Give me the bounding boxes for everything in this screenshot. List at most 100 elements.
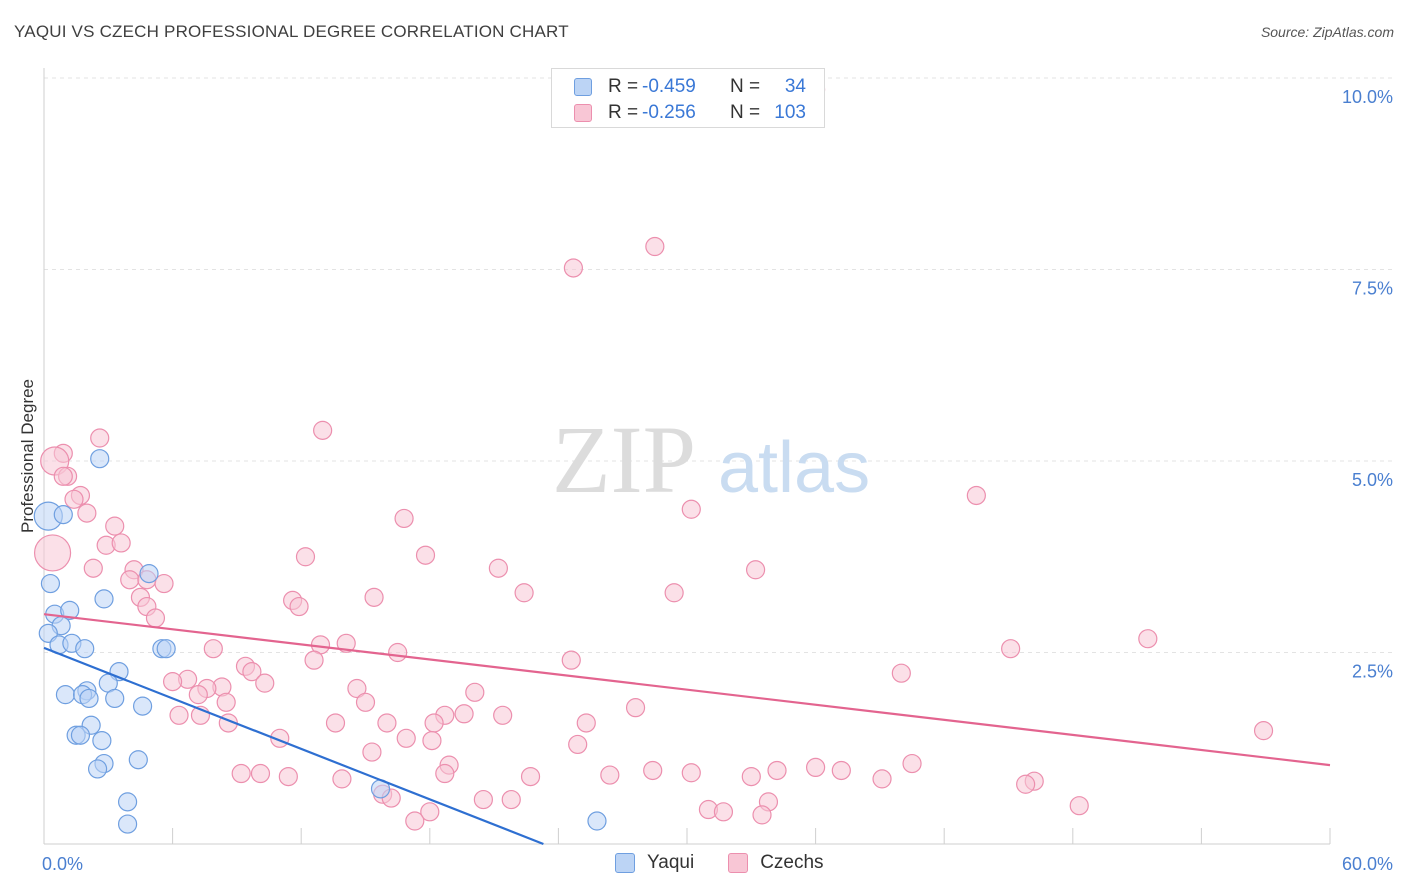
- r-label: R =: [608, 76, 639, 97]
- czech-point: [568, 734, 588, 755]
- czech-point: [388, 642, 408, 663]
- czech-point: [289, 596, 309, 617]
- czech-point: [33, 534, 72, 572]
- czech-point: [1069, 796, 1089, 816]
- czech-point: [422, 730, 442, 751]
- x-tick-label-min: 0.0%: [42, 854, 83, 874]
- czech-point: [741, 766, 761, 787]
- yaqui-point: [53, 505, 73, 525]
- legend-row-czechs: R = -0.256 N = 103: [574, 101, 806, 125]
- czech-point: [364, 587, 384, 607]
- n-value: 34: [784, 76, 806, 97]
- r-value: -0.256: [642, 102, 696, 123]
- yaqui-point: [94, 589, 114, 609]
- yaqui-point: [75, 639, 95, 659]
- czech-point: [424, 713, 444, 733]
- czech-point: [488, 558, 508, 578]
- y-tick-label: 10.0%: [1342, 87, 1393, 107]
- czech-trend-line: [43, 613, 1331, 767]
- series-legend: Yaqui Czechs: [615, 852, 858, 874]
- czech-point: [664, 583, 684, 603]
- czech-point: [563, 258, 584, 278]
- czech-point: [355, 692, 376, 712]
- czech-point: [64, 489, 84, 509]
- czech-point: [250, 763, 271, 784]
- czech-point: [325, 713, 346, 733]
- czech-point: [1253, 721, 1274, 741]
- czech-point: [332, 769, 352, 789]
- czech-point: [561, 650, 581, 670]
- legend-item-czechs[interactable]: Czechs: [728, 852, 824, 874]
- r-value: -0.459: [642, 76, 696, 97]
- y-tick-label: 5.0%: [1352, 470, 1393, 490]
- yaqui-point: [105, 688, 125, 709]
- yaqui-points: [33, 449, 607, 834]
- legend-item-yaqui[interactable]: Yaqui: [615, 852, 694, 874]
- yaqui-point: [87, 759, 108, 779]
- legend-label-czechs: Czechs: [760, 852, 824, 873]
- czech-point: [216, 692, 236, 712]
- n-value: 103: [774, 102, 806, 123]
- czech-point: [872, 769, 892, 789]
- czech-point: [336, 633, 356, 653]
- czech-point: [902, 753, 922, 774]
- czech-point: [120, 570, 140, 590]
- czech-point: [831, 760, 851, 781]
- legend-label-yaqui: Yaqui: [647, 852, 695, 873]
- czech-point: [188, 685, 208, 705]
- y-tick-label: 2.5%: [1352, 662, 1393, 682]
- yaqui-point: [117, 814, 138, 834]
- czech-point: [805, 757, 826, 778]
- czech-point: [145, 608, 166, 628]
- czech-point: [83, 558, 103, 578]
- czech-point: [163, 672, 183, 692]
- czech-point: [576, 713, 596, 733]
- yaqui-swatch: [574, 78, 592, 96]
- czech-point: [415, 545, 436, 565]
- czech-point: [465, 682, 485, 702]
- czech-point: [420, 802, 440, 822]
- czech-point: [295, 547, 316, 567]
- czech-point: [1138, 629, 1158, 649]
- yaqui-point: [128, 750, 148, 770]
- r-label: R =: [608, 102, 639, 123]
- chart-title: YAQUI VS CZECH PROFESSIONAL DEGREE CORRE…: [14, 22, 569, 41]
- czech-point: [203, 639, 223, 659]
- czech-point: [278, 766, 298, 787]
- czech-point: [111, 533, 131, 553]
- czech-points: [33, 79, 1274, 831]
- czech-point: [53, 466, 73, 486]
- czech-point: [473, 789, 493, 810]
- yaqui-point: [40, 573, 61, 594]
- czech-point: [377, 713, 397, 733]
- czech-point: [493, 705, 513, 725]
- yaqui-point: [70, 725, 91, 745]
- czech-point: [313, 420, 333, 440]
- legend-row-yaqui: R = -0.459 N = 34: [574, 75, 806, 99]
- n-label: N =: [730, 102, 761, 123]
- czech-point: [514, 583, 534, 603]
- yaqui-point: [156, 639, 176, 659]
- czech-point: [362, 742, 382, 762]
- czech-point: [767, 760, 787, 781]
- yaqui-point: [79, 688, 99, 709]
- czech-point: [454, 704, 474, 724]
- czech-point: [394, 508, 414, 529]
- czech-point: [435, 763, 455, 784]
- czech-point: [966, 485, 986, 506]
- yaqui-point: [117, 792, 138, 812]
- yaqui-point: [132, 696, 153, 716]
- y-axis-title: Professional Degree: [18, 379, 37, 533]
- czech-point: [501, 789, 521, 810]
- trend-lines: [43, 613, 1331, 846]
- czech-point: [625, 698, 646, 718]
- n-label: N =: [730, 76, 761, 97]
- czech-point: [105, 516, 125, 536]
- y-tick-label: 7.5%: [1352, 279, 1393, 299]
- czech-point: [681, 763, 701, 783]
- yaqui-point: [587, 811, 607, 831]
- czech-point: [242, 662, 262, 682]
- x-tick-label-max: 60.0%: [1342, 854, 1393, 874]
- czech-point: [1001, 639, 1021, 659]
